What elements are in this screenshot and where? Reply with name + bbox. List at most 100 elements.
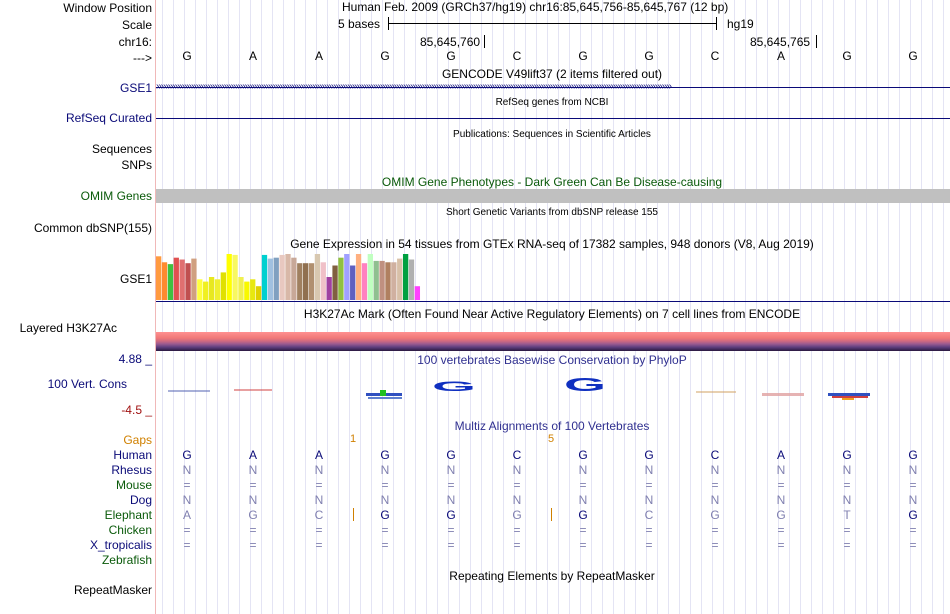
multiz-species-label[interactable]: Elephant	[104, 508, 152, 522]
gtex-tissue-bar[interactable]	[373, 260, 379, 300]
track-label-repeatmasker[interactable]: RepeatMasker	[73, 583, 152, 597]
gtex-tissue-bar[interactable]	[208, 277, 215, 300]
gtex-tissue-bar[interactable]	[156, 256, 162, 300]
gencode-feature-line[interactable]	[156, 87, 950, 88]
gtex-tissue-bar[interactable]	[402, 254, 409, 300]
multiz-base: =	[381, 538, 389, 552]
gtex-tissue-bar[interactable]	[203, 281, 209, 300]
multiz-base: N	[446, 493, 456, 507]
multiz-species-label[interactable]: Zebrafish	[101, 553, 152, 567]
gtex-tissue-bar[interactable]	[161, 262, 168, 300]
gtex-tissue-bar[interactable]	[379, 260, 385, 300]
gtex-tissue-bar[interactable]	[367, 254, 373, 300]
gtex-tissue-bar[interactable]	[385, 262, 391, 300]
gtex-tissue-bar[interactable]	[303, 263, 309, 300]
omim-track-title[interactable]: OMIM Gene Phenotypes - Dark Green Can Be…	[381, 175, 723, 189]
gtex-tissue-bar[interactable]	[267, 258, 274, 300]
omim-feature-bar[interactable]	[156, 189, 950, 203]
multiz-base: =	[777, 538, 785, 552]
multiz-base: N	[446, 463, 456, 477]
multiz-species-label[interactable]: Chicken	[108, 523, 152, 537]
gtex-track-title[interactable]: Gene Expression in 54 tissues from GTEx …	[290, 237, 814, 251]
gtex-tissue-bar[interactable]	[408, 259, 415, 300]
phylop-logo-plot[interactable]: G G	[156, 372, 950, 406]
gtex-tissue-bar[interactable]	[214, 279, 221, 300]
multiz-species-label[interactable]: Human	[113, 448, 152, 462]
track-label-refseq[interactable]: RefSeq Curated	[65, 111, 152, 125]
strand-label[interactable]: --->	[133, 51, 152, 65]
gtex-tissue-bar[interactable]	[314, 254, 321, 300]
track-label-gencode[interactable]: GSE1	[119, 81, 152, 95]
gridline	[360, 0, 361, 614]
gridline	[811, 0, 812, 614]
gtex-tissue-bar[interactable]	[232, 254, 238, 300]
gridline	[646, 0, 647, 614]
multiz-base: G	[512, 508, 522, 522]
gtex-tissue-bar[interactable]	[279, 254, 285, 300]
gencode-track-title[interactable]: GENCODE V49lift37 (2 items filtered out)	[441, 67, 663, 81]
track-label-dbsnp[interactable]: Common dbSNP(155)	[33, 221, 152, 235]
gtex-chart[interactable]	[156, 254, 950, 304]
ruler-base: C	[512, 49, 522, 63]
gtex-tissue-bar[interactable]	[338, 257, 344, 300]
scale-label: Scale	[121, 18, 152, 32]
gtex-tissue-bar[interactable]	[391, 262, 397, 300]
gtex-tissue-bar[interactable]	[308, 263, 315, 300]
gtex-tissue-bar[interactable]	[344, 254, 350, 300]
multiz-track-title[interactable]: Multiz Alignments of 100 Vertebrates	[454, 419, 650, 433]
gtex-tissue-bar[interactable]	[291, 257, 297, 300]
track-label-gtex[interactable]: GSE1	[119, 272, 152, 286]
multiz-base: C	[314, 508, 324, 522]
publications-track-title[interactable]: Publications: Sequences in Scientific Ar…	[453, 129, 651, 140]
gridline	[426, 0, 427, 614]
gtex-tissue-bar[interactable]	[285, 254, 291, 300]
gencode-feature-arrows[interactable]: ››››››››››››››››››››››››››››››››››››››››…	[156, 81, 950, 93]
multiz-species-label[interactable]: Rhesus	[111, 463, 152, 477]
gtex-tissue-bar[interactable]	[244, 281, 250, 300]
gridline	[558, 0, 559, 614]
refseq-track-title[interactable]: RefSeq genes from NCBI	[495, 97, 609, 108]
gtex-tissue-bar[interactable]	[191, 258, 197, 300]
track-label-phylop[interactable]: 100 Vert. Cons	[47, 377, 127, 391]
gtex-tissue-bar[interactable]	[250, 279, 256, 300]
repeatmasker-track-title[interactable]: Repeating Elements by RepeatMasker	[449, 569, 655, 583]
gtex-tissue-bar[interactable]	[320, 262, 326, 300]
gridline	[635, 0, 636, 614]
h3k27ac-layered-signal[interactable]	[156, 332, 950, 351]
phylop-max-label: 4.88 _	[118, 352, 152, 366]
refseq-feature-line[interactable]	[156, 118, 950, 119]
gtex-tissue-bar[interactable]	[255, 286, 262, 300]
gtex-tissue-bar[interactable]	[197, 279, 203, 300]
gtex-tissue-bar[interactable]	[350, 265, 356, 301]
gtex-tissue-bar[interactable]	[173, 257, 179, 300]
gtex-tissue-bar[interactable]	[179, 259, 185, 300]
gtex-tissue-bar[interactable]	[185, 263, 191, 300]
h3k27ac-track-title[interactable]: H3K27Ac Mark (Often Found Near Active Re…	[303, 307, 801, 321]
track-label-snps[interactable]: SNPs	[121, 158, 152, 172]
multiz-species-label[interactable]: X_tropicalis	[89, 538, 152, 552]
track-label-omim[interactable]: OMIM Genes	[80, 189, 152, 203]
ruler-base: G	[908, 49, 918, 63]
gtex-tissue-bar[interactable]	[332, 265, 338, 301]
track-label-sequences[interactable]: Sequences	[91, 142, 152, 156]
gridline	[514, 0, 515, 614]
gtex-tissue-bar[interactable]	[397, 258, 403, 300]
gtex-tissue-bar[interactable]	[297, 263, 303, 300]
multiz-species-label[interactable]: Mouse	[115, 478, 152, 492]
gtex-tissue-bar[interactable]	[167, 264, 174, 300]
gtex-tissue-bar[interactable]	[355, 254, 362, 300]
gtex-tissue-bar[interactable]	[273, 257, 279, 300]
dbsnp-track-title[interactable]: Short Genetic Variants from dbSNP releas…	[446, 207, 658, 218]
multiz-species-label[interactable]: Dog	[129, 493, 152, 507]
gridline	[525, 0, 526, 614]
gtex-tissue-bar[interactable]	[261, 254, 268, 300]
track-area[interactable]: Human Feb. 2009 (GRCh37/hg19) chr16:85,6…	[156, 0, 950, 614]
gtex-tissue-bar[interactable]	[414, 286, 421, 300]
gtex-tissue-bar[interactable]	[238, 277, 244, 300]
phylop-track-title[interactable]: 100 vertebrates Basewise Conservation by…	[417, 353, 687, 367]
gtex-tissue-bar[interactable]	[326, 277, 332, 300]
gtex-tissue-bar[interactable]	[220, 272, 226, 300]
gtex-tissue-bar[interactable]	[226, 254, 232, 300]
track-label-h3k27ac[interactable]: Layered H3K27Ac	[19, 321, 117, 335]
gtex-tissue-bar[interactable]	[361, 263, 368, 300]
